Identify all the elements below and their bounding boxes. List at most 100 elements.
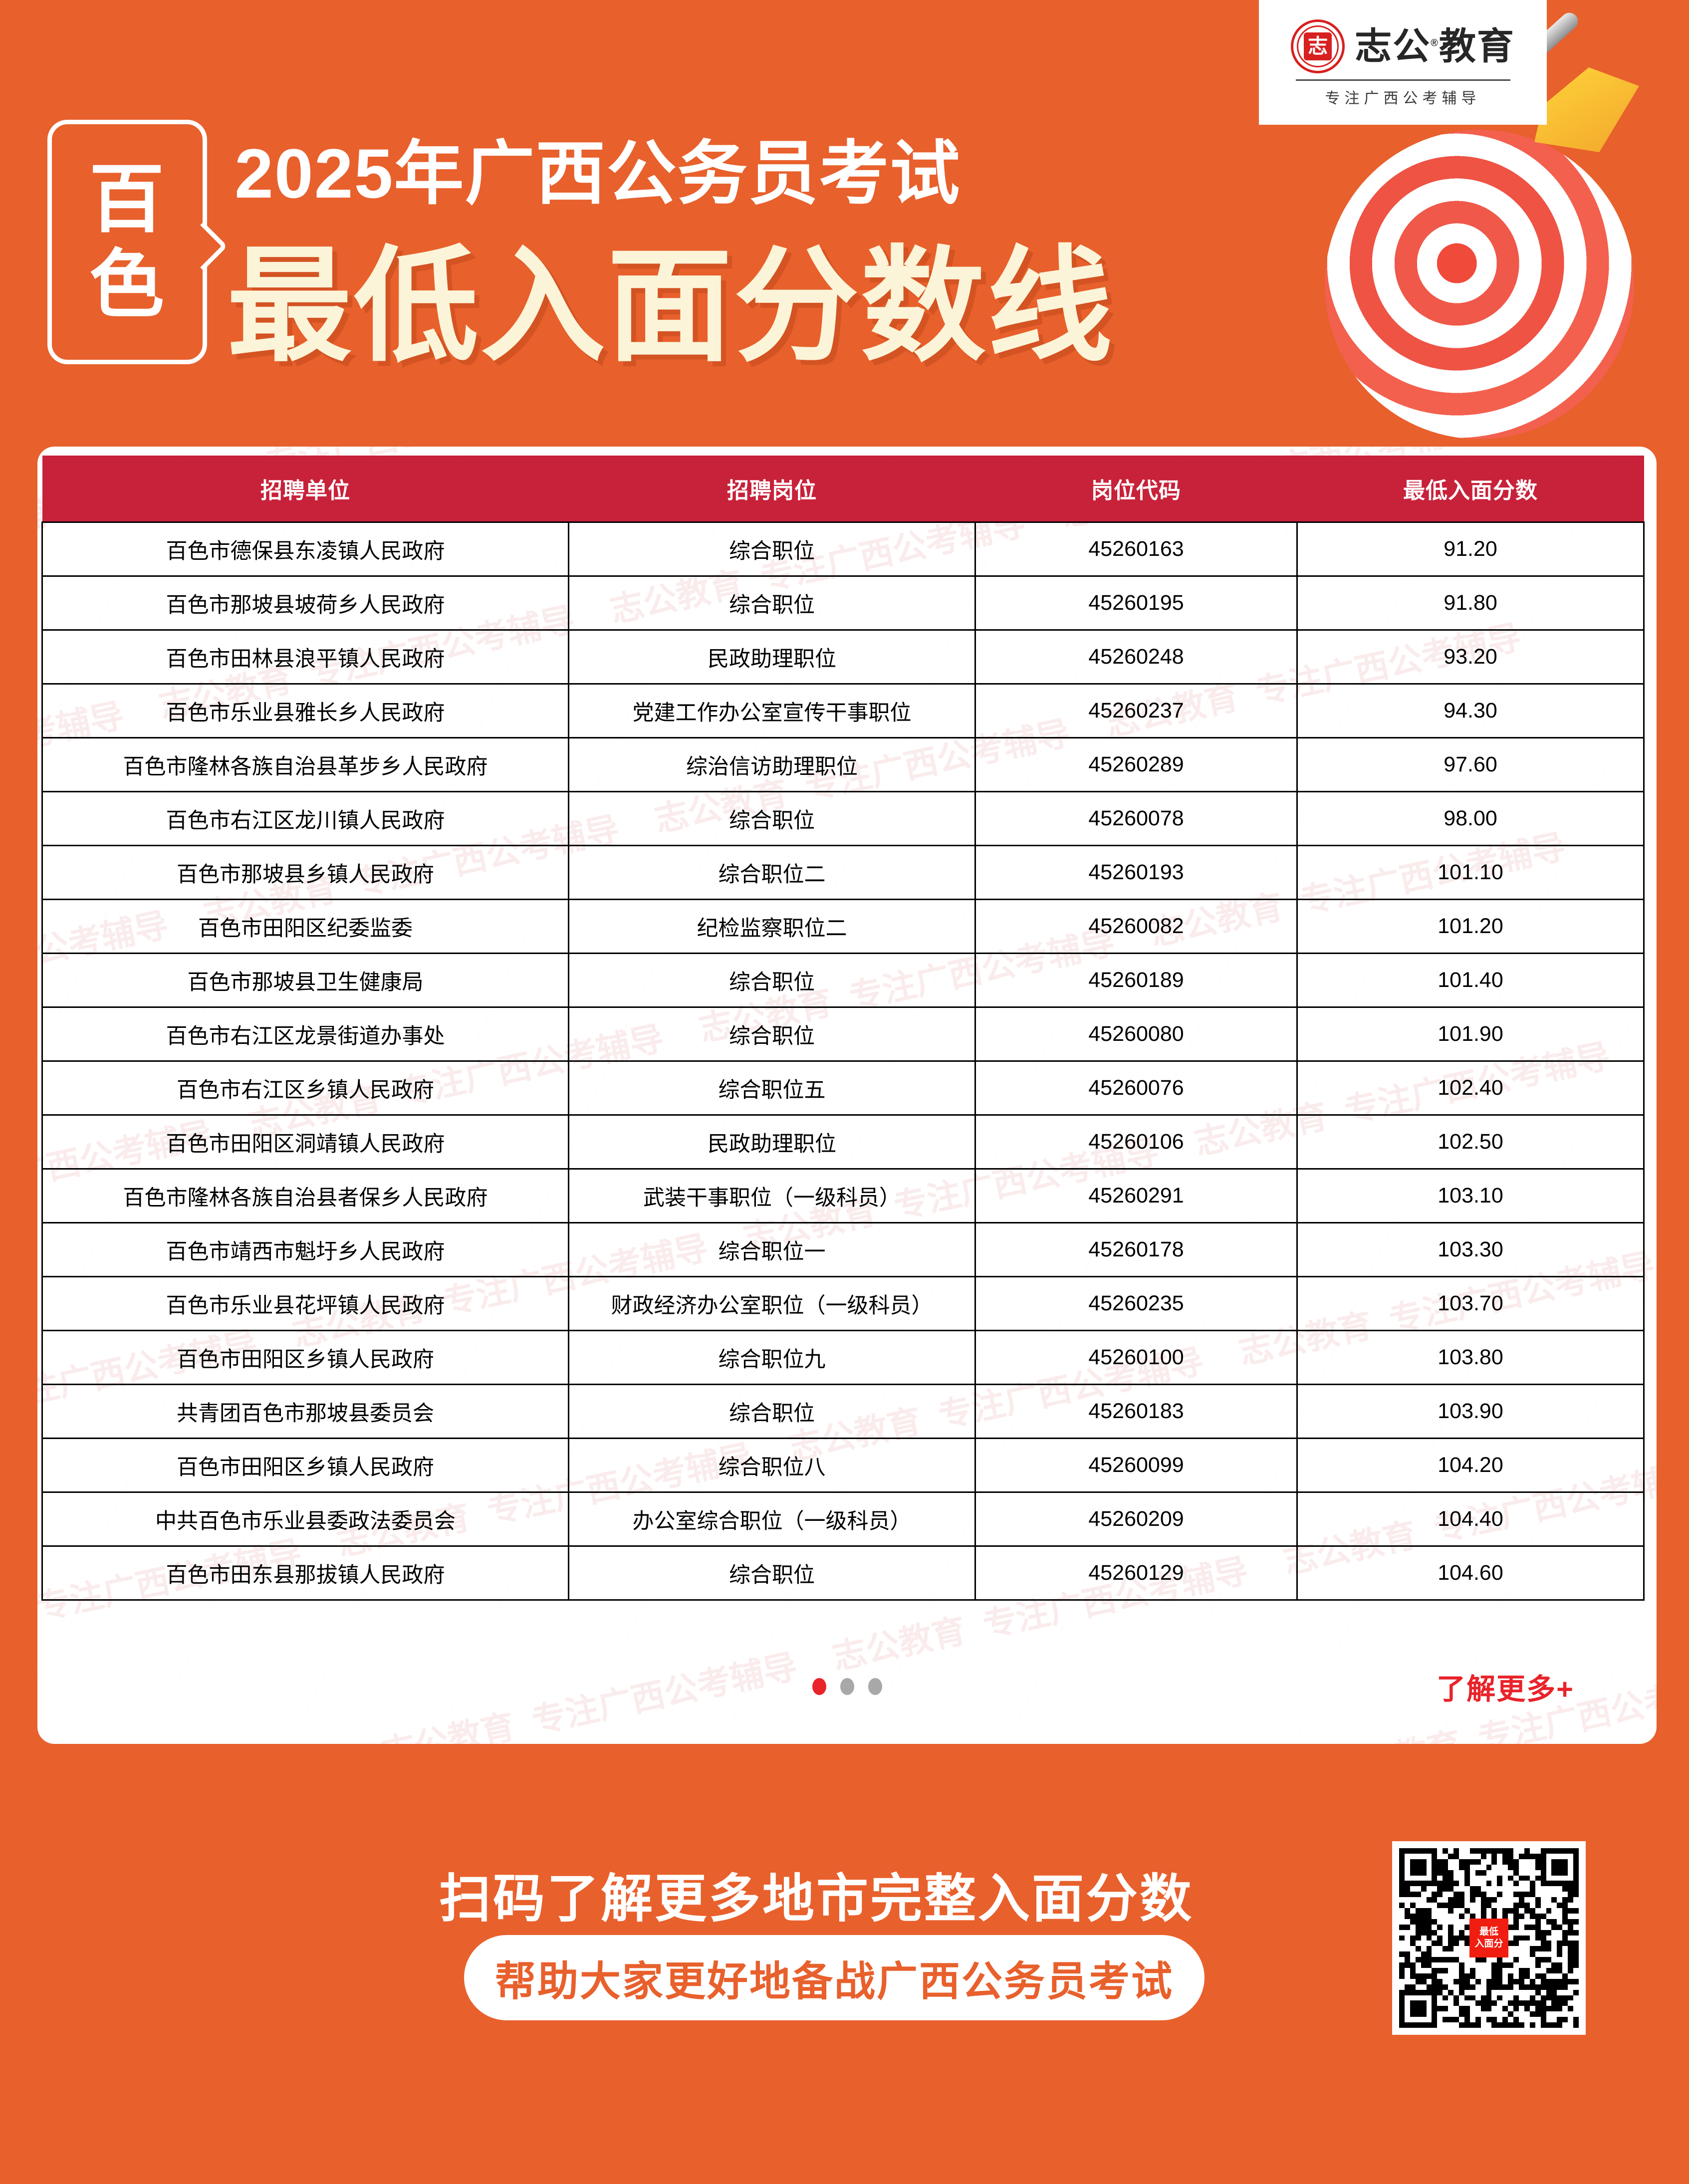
qr-module: [1557, 1984, 1563, 1990]
qr-module: [1437, 1881, 1443, 1887]
qr-module: [1551, 1881, 1557, 1887]
qr-module: [1551, 1978, 1557, 1984]
table-row: 百色市右江区乡镇人民政府 综合职位五 45260076 102.40: [41, 1060, 1645, 1116]
qr-module: [1480, 2000, 1486, 2006]
qr-module: [1546, 1930, 1552, 1936]
qr-module: [1464, 1908, 1470, 1914]
qr-module: [1421, 1886, 1427, 1892]
table-row: 百色市田阳区乡镇人民政府 综合职位八 45260099 104.20: [41, 1438, 1645, 1493]
qr-module: [1464, 1870, 1470, 1876]
qr-module: [1546, 1978, 1552, 1984]
qr-module: [1469, 1892, 1475, 1898]
column-header-code: 岗位代码: [975, 456, 1297, 522]
qr-module: [1404, 1913, 1410, 1919]
qr-module: [1497, 1957, 1503, 1963]
qr-module: [1399, 1951, 1405, 1957]
qr-module: [1426, 1930, 1432, 1936]
qr-module: [1562, 1908, 1568, 1914]
qr-module: [1448, 1870, 1454, 1876]
qr-module: [1562, 1995, 1568, 2001]
qr-module: [1486, 1984, 1492, 1990]
cell-score: 101.40: [1296, 953, 1645, 1008]
pagination-dot[interactable]: [840, 1678, 854, 1695]
qr-module: [1443, 1886, 1448, 1892]
table-header-row: 招聘单位 招聘岗位 岗位代码 最低入面分数: [42, 456, 1644, 522]
qr-module: [1568, 1941, 1574, 1946]
qr-module: [1415, 1908, 1421, 1914]
qr-module: [1519, 1897, 1524, 1903]
table-row: 百色市乐业县花坪镇人民政府 财政经济办公室职位（一级科员） 45260235 103.…: [41, 1276, 1645, 1331]
qr-module: [1551, 1919, 1557, 1925]
cell-unit: 百色市右江区龙川镇人民政府: [41, 791, 569, 846]
qr-module: [1540, 2000, 1546, 2006]
qr-module: [1464, 1978, 1470, 1984]
qr-module: [1562, 2000, 1568, 2006]
qr-module: [1410, 2022, 1416, 2028]
more-link[interactable]: 了解更多+: [1437, 1673, 1574, 1705]
table-row: 中共百色市乐业县委政法委员会 办公室综合职位（一级科员） 45260209 104.4…: [41, 1491, 1645, 1547]
table-row: 百色市右江区龙景街道办事处 综合职位 45260080 101.90: [41, 1006, 1645, 1062]
qr-module: [1404, 1908, 1410, 1914]
qr-module: [1508, 1848, 1514, 1854]
qr-module: [1404, 1984, 1410, 1990]
qr-module: [1432, 1864, 1438, 1870]
qr-module: [1573, 1892, 1579, 1898]
qr-module: [1557, 1859, 1563, 1865]
qr-module: [1453, 1941, 1459, 1946]
qr-module: [1453, 1957, 1459, 1963]
pagination-dot[interactable]: [868, 1678, 882, 1695]
qr-module: [1529, 1886, 1535, 1892]
qr-module: [1540, 1978, 1546, 1984]
qr-module: [1491, 2000, 1497, 2006]
qr-module: [1562, 1870, 1568, 1876]
qr-module: [1421, 1848, 1427, 1854]
qr-module: [1475, 2000, 1481, 2006]
table-row: 百色市田东县那拔镇人民政府 综合职位 45260129 104.60: [41, 1545, 1645, 1601]
qr-module: [1432, 2000, 1438, 2006]
qr-module: [1524, 1903, 1530, 1908]
qr-module: [1459, 2006, 1464, 2012]
qr-module: [1529, 2022, 1535, 2028]
pagination-dot[interactable]: [812, 1678, 826, 1695]
qr-module: [1421, 1864, 1427, 1870]
qr-code[interactable]: 最低 入面分: [1392, 1841, 1586, 2035]
qr-module: [1426, 1935, 1432, 1941]
qr-module: [1573, 2022, 1579, 2028]
cell-code: 45260100: [974, 1330, 1298, 1385]
qr-module: [1404, 1951, 1410, 1957]
qr-module: [1448, 1881, 1454, 1887]
city-badge-char-1: 百: [89, 157, 165, 241]
qr-module: [1404, 2022, 1410, 2028]
cell-score: 104.20: [1296, 1438, 1645, 1493]
qr-module: [1459, 1984, 1464, 1990]
qr-module: [1404, 1886, 1410, 1892]
cell-score: 94.30: [1296, 683, 1645, 738]
qr-module: [1459, 1859, 1464, 1865]
qr-module: [1557, 1881, 1563, 1887]
qr-module: [1410, 1968, 1416, 1973]
qr-module: [1562, 1886, 1568, 1892]
cell-unit: 百色市乐业县花坪镇人民政府: [41, 1276, 569, 1331]
cell-code: 45260082: [974, 899, 1298, 954]
qr-module: [1437, 1903, 1443, 1908]
qr-module: [1546, 1881, 1552, 1887]
qr-module: [1540, 1941, 1546, 1946]
cell-unit: 百色市那坡县乡镇人民政府: [41, 845, 569, 900]
qr-module: [1443, 1903, 1448, 1908]
qr-module: [1480, 1848, 1486, 1854]
qr-module: [1486, 1995, 1492, 2001]
qr-module: [1432, 1973, 1438, 1979]
qr-module: [1524, 1935, 1530, 1941]
qr-module: [1513, 1957, 1519, 1963]
qr-module: [1399, 1962, 1405, 1968]
qr-module: [1399, 1886, 1405, 1892]
pagination-dots[interactable]: [812, 1678, 882, 1695]
qr-module: [1513, 1864, 1519, 1870]
qr-module: [1529, 1892, 1535, 1898]
qr-module: [1529, 1924, 1535, 1930]
qr-module: [1562, 1984, 1568, 1990]
qr-module: [1573, 1870, 1579, 1876]
qr-module: [1519, 1913, 1524, 1919]
qr-module: [1573, 1864, 1579, 1870]
qr-module: [1480, 1995, 1486, 2001]
